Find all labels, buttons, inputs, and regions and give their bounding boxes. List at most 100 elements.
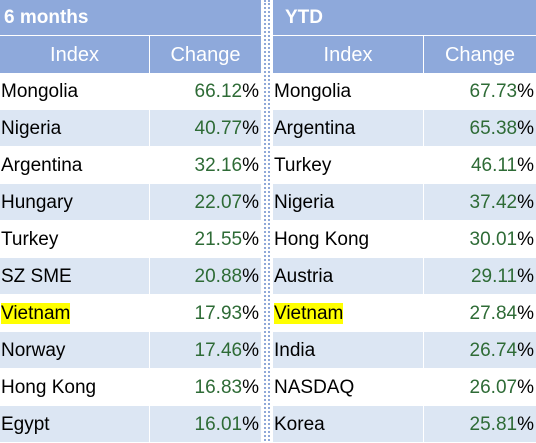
- table-row: Egypt 16.01%: [0, 406, 261, 443]
- percent-sign: %: [517, 266, 534, 287]
- index-cell: NASDAQ: [273, 369, 424, 405]
- index-name: SZ SME: [1, 266, 72, 287]
- table-row: Argentina 32.16%: [0, 147, 261, 184]
- change-cell: 26.07%: [424, 369, 536, 405]
- index-cell: Argentina: [273, 110, 424, 146]
- percent-sign: %: [242, 377, 259, 398]
- index-name: Turkey: [274, 155, 332, 176]
- table-row: Hungary 22.07%: [0, 184, 261, 221]
- change-cell: 65.38%: [424, 110, 536, 146]
- index-name: Vietnam: [1, 303, 71, 324]
- percent-sign: %: [242, 414, 259, 435]
- change-cell: 40.77%: [150, 110, 261, 146]
- index-name: NASDAQ: [274, 377, 355, 398]
- index-cell: Nigeria: [273, 184, 424, 220]
- index-cell: Turkey: [0, 221, 150, 257]
- table-row: SZ SME 20.88%: [0, 258, 261, 295]
- table-row: Vietnam 17.93%: [0, 295, 261, 332]
- percent-sign: %: [517, 192, 534, 213]
- table-row: Argentina 65.38%: [273, 110, 536, 147]
- change-value: 40.77: [194, 118, 243, 139]
- divider-dots-a: [264, 0, 266, 441]
- index-name: Norway: [1, 340, 66, 361]
- change-value: 66.12: [194, 81, 243, 102]
- table-row: Mongolia 66.12%: [0, 73, 261, 110]
- index-name: Argentina: [1, 155, 83, 176]
- percent-sign: %: [517, 229, 534, 250]
- table-row: India 26.74%: [273, 332, 536, 369]
- change-cell: 16.01%: [150, 406, 261, 442]
- change-value: 16.01: [194, 414, 243, 435]
- percent-sign: %: [242, 81, 259, 102]
- percent-sign: %: [242, 303, 259, 324]
- index-name: Hungary: [1, 192, 73, 213]
- percent-sign: %: [517, 81, 534, 102]
- index-name: Argentina: [274, 118, 356, 139]
- change-value: 26.07: [469, 377, 518, 398]
- table-row: Vietnam 27.84%: [273, 295, 536, 332]
- index-name: Nigeria: [274, 192, 335, 213]
- index-name: India: [274, 340, 316, 361]
- percent-sign: %: [242, 192, 259, 213]
- percent-sign: %: [517, 155, 534, 176]
- change-value: 22.07: [194, 192, 243, 213]
- change-cell: 17.46%: [150, 332, 261, 368]
- index-column-header: Index: [273, 36, 424, 73]
- percent-sign: %: [242, 266, 259, 287]
- six-months-header-row: Index Change: [0, 35, 261, 73]
- change-value: 67.73: [469, 81, 518, 102]
- index-name: Korea: [274, 414, 325, 435]
- change-column-header: Change: [170, 44, 241, 66]
- ytd-header-row: Index Change: [273, 35, 536, 73]
- percent-sign: %: [242, 155, 259, 176]
- divider-dots-b: [268, 0, 270, 441]
- index-cell: Norway: [0, 332, 150, 368]
- index-cell: Mongolia: [273, 73, 424, 109]
- index-name: Austria: [274, 266, 334, 287]
- change-cell: 29.11%: [424, 258, 536, 294]
- change-cell: 30.01%: [424, 221, 536, 257]
- table-row: Norway 17.46%: [0, 332, 261, 369]
- percent-sign: %: [517, 377, 534, 398]
- percent-sign: %: [242, 340, 259, 361]
- index-cell: Mongolia: [0, 73, 150, 109]
- change-value: 65.38: [469, 118, 518, 139]
- table-row: Hong Kong 30.01%: [273, 221, 536, 258]
- index-name: Turkey: [1, 229, 59, 250]
- change-cell: 22.07%: [150, 184, 261, 220]
- change-value: 32.16: [194, 155, 243, 176]
- change-value: 25.81: [469, 414, 518, 435]
- percent-sign: %: [517, 118, 534, 139]
- table-row: Nigeria 37.42%: [273, 184, 536, 221]
- index-cell: Hong Kong: [0, 369, 150, 405]
- change-cell: 16.83%: [150, 369, 261, 405]
- table-row: Turkey 46.11%: [273, 147, 536, 184]
- percent-sign: %: [517, 303, 534, 324]
- change-cell: 67.73%: [424, 73, 536, 109]
- index-name: Hong Kong: [1, 377, 97, 398]
- index-name: Vietnam: [274, 303, 344, 324]
- index-cell: Vietnam: [273, 295, 424, 331]
- change-value: 29.11: [470, 266, 518, 287]
- change-cell: 21.55%: [150, 221, 261, 257]
- index-cell: Hong Kong: [273, 221, 424, 257]
- index-name: Nigeria: [1, 118, 62, 139]
- index-cell: Turkey: [273, 147, 424, 183]
- change-value: 30.01: [469, 229, 518, 250]
- percent-sign: %: [517, 414, 534, 435]
- change-cell: 66.12%: [150, 73, 261, 109]
- table-row: Hong Kong 16.83%: [0, 369, 261, 406]
- index-cell: Egypt: [0, 406, 150, 442]
- percent-sign: %: [517, 340, 534, 361]
- panel-divider: [261, 0, 273, 441]
- table-row: Austria 29.11%: [273, 258, 536, 295]
- index-cell: Argentina: [0, 147, 150, 183]
- change-value: 26.74: [469, 340, 518, 361]
- change-value: 20.88: [194, 266, 243, 287]
- ytd-rows: Mongolia 67.73% Argentina 65.38% Turkey 46.11…: [273, 73, 536, 443]
- table-row: Mongolia 67.73%: [273, 73, 536, 110]
- change-cell: 17.93%: [150, 295, 261, 331]
- change-value: 21.55: [194, 229, 243, 250]
- table-row: Korea 25.81%: [273, 406, 536, 443]
